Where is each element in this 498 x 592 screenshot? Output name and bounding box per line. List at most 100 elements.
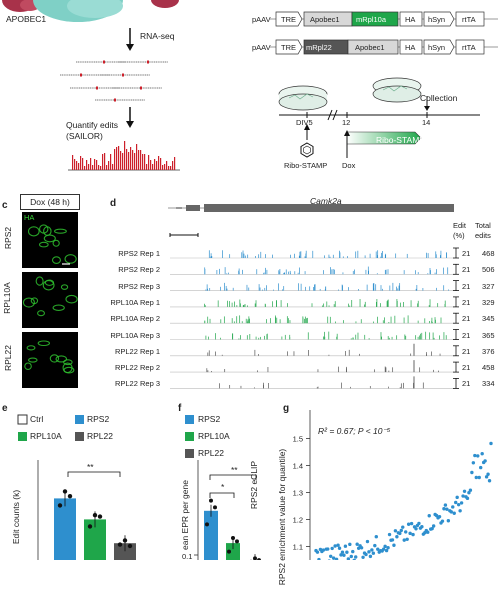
histogram-bar xyxy=(88,164,89,170)
ylabel-g2: RPS2 enrichment value for quantile) xyxy=(277,442,287,592)
legend-ctrl: Ctrl xyxy=(30,414,43,424)
scatter-point xyxy=(333,544,336,547)
scatter-point xyxy=(388,533,391,536)
edit-mark xyxy=(140,87,142,90)
track-total-edits: 327 xyxy=(482,282,495,291)
part-mrpl22: mRpl22 xyxy=(306,43,332,52)
part-ha: HA xyxy=(405,15,415,24)
scatter-point xyxy=(392,544,395,547)
edit-mark xyxy=(122,74,124,77)
histogram-bar xyxy=(102,154,103,170)
scatter-point xyxy=(410,522,413,525)
part-hsyn: hSyn xyxy=(428,15,445,24)
scatter-point xyxy=(460,501,463,504)
tick-14: 14 xyxy=(422,118,430,127)
scatter-point xyxy=(480,452,483,455)
edit-mark xyxy=(147,61,149,64)
part-hsyn: hSyn xyxy=(428,43,445,52)
microscopy-images xyxy=(22,212,78,388)
histogram-bar xyxy=(96,160,97,170)
scatter-point xyxy=(348,543,351,546)
scatter-point xyxy=(398,532,401,535)
histogram-bar xyxy=(78,163,79,170)
track-scale: 21 xyxy=(462,347,470,356)
scatter-point xyxy=(342,554,345,557)
genome-tracks xyxy=(164,200,464,390)
track-total-edits: 365 xyxy=(482,331,495,340)
histogram-bar xyxy=(166,161,167,170)
replicate-point xyxy=(235,539,239,543)
scatter-chart: 1.11.21.31.41.5 xyxy=(290,410,498,560)
replicate-point xyxy=(128,544,132,548)
histogram-bar xyxy=(90,158,91,170)
plasmid-label: pAAV xyxy=(252,43,271,52)
scatter-point xyxy=(444,503,447,506)
ribostamp-treatment: Ribo-STAMP xyxy=(284,161,327,170)
scatter-point xyxy=(404,530,407,533)
track-scale: 21 xyxy=(462,331,470,340)
scatter-point xyxy=(489,442,492,445)
histogram-bar xyxy=(132,150,133,170)
edit-mark xyxy=(103,61,105,64)
sig1-f: * xyxy=(221,482,224,492)
scatter-point xyxy=(394,529,397,532)
edit-histogram xyxy=(72,141,175,170)
histogram-bar xyxy=(120,151,121,170)
plasmid-label: pAAV xyxy=(252,15,271,24)
histogram-bar xyxy=(100,166,101,170)
scatter-point xyxy=(322,548,325,551)
scatter-point xyxy=(407,523,410,526)
histogram-bar xyxy=(94,159,95,170)
scatter-point xyxy=(417,522,420,525)
histogram-bar xyxy=(106,165,107,170)
histogram-bar xyxy=(118,146,119,170)
row-label-rps2: RPS2 xyxy=(3,224,13,252)
scatter-point xyxy=(344,545,347,548)
tick-12: 12 xyxy=(342,118,350,127)
scatter-point xyxy=(478,476,481,479)
scatter-point xyxy=(369,555,372,558)
edit-mark xyxy=(114,99,116,102)
replicate-point xyxy=(63,489,67,493)
replicate-point xyxy=(209,499,213,503)
histogram-bar xyxy=(138,150,139,170)
histogram-bar xyxy=(174,157,175,170)
y-tick-label: 1.5 xyxy=(293,435,303,444)
scatter-point xyxy=(383,545,386,548)
culture-dish-icon xyxy=(279,86,327,110)
histogram-bar xyxy=(154,159,155,170)
histogram-bar xyxy=(114,149,115,170)
histogram-bar xyxy=(152,164,153,170)
histogram-bar xyxy=(122,153,123,170)
scatter-point xyxy=(364,553,367,556)
histogram-bar xyxy=(80,156,81,170)
scatter-point xyxy=(476,454,479,457)
scatter-point xyxy=(454,501,457,504)
histogram-bar xyxy=(148,155,149,170)
scatter-point xyxy=(350,555,353,558)
part-ha: HA xyxy=(405,43,415,52)
scatter-point xyxy=(330,547,333,550)
compound-icon xyxy=(301,143,313,157)
scatter-point xyxy=(469,488,472,491)
scatter-point xyxy=(375,535,378,538)
row-label-rpl10a: RPL10A xyxy=(2,279,12,317)
scatter-point xyxy=(316,550,319,553)
y-tick-label: 1.3 xyxy=(293,489,303,498)
replicate-point xyxy=(98,514,102,518)
replicate-point xyxy=(253,556,257,560)
legend-rpl22: RPL22 xyxy=(198,448,224,458)
scatter-point xyxy=(488,479,491,482)
scatter-point xyxy=(486,473,489,476)
scatter-point xyxy=(366,540,369,543)
scatter-point xyxy=(326,547,329,550)
scatter-point xyxy=(360,546,363,549)
histogram-bar xyxy=(116,147,117,170)
histogram-bar xyxy=(84,166,85,170)
histogram-bar xyxy=(160,158,161,170)
rnaseq-label: RNA-seq xyxy=(140,31,174,41)
histogram-bar xyxy=(172,161,173,170)
scatter-point xyxy=(466,497,469,500)
bar-rps2 xyxy=(204,511,218,560)
edit-counts-chart xyxy=(30,460,160,560)
